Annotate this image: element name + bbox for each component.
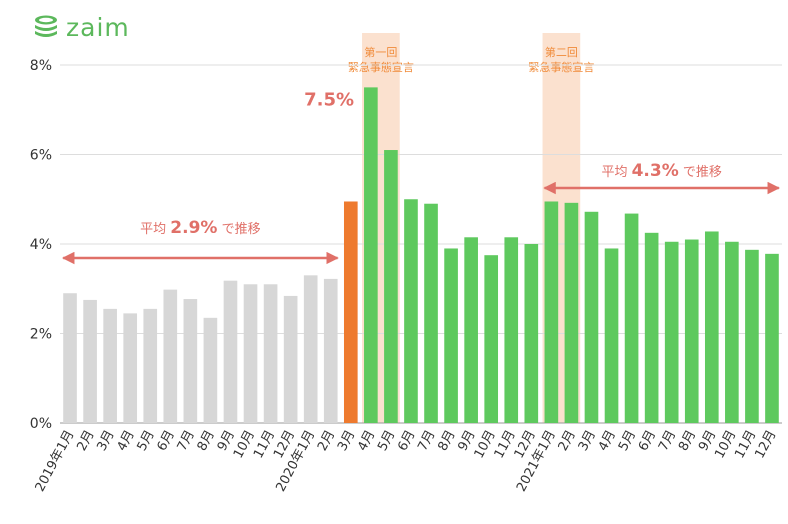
y-tick-label: 0%	[30, 416, 52, 432]
x-tick-label: 5月	[375, 428, 398, 454]
bar	[384, 150, 398, 423]
x-tick-label: 5月	[616, 428, 639, 454]
y-tick-label: 8%	[30, 58, 52, 74]
x-tick-label: 6月	[636, 428, 659, 454]
bar	[604, 248, 619, 423]
peak-value-label: 7.5%	[304, 89, 354, 110]
bar	[203, 317, 218, 423]
bar	[283, 295, 298, 423]
bar	[484, 255, 499, 423]
brand-name: zaim	[66, 12, 130, 42]
bar	[684, 239, 699, 423]
bar	[624, 213, 639, 423]
emergency-label-line2: 緊急事態宣言	[348, 60, 414, 74]
x-tick-label: 3月	[335, 428, 358, 454]
zaim-logo: zaim	[32, 10, 130, 44]
bar	[183, 299, 198, 423]
bar	[103, 308, 117, 423]
bar	[504, 237, 519, 423]
bar	[725, 241, 739, 423]
bar	[644, 232, 659, 423]
x-tick-label: 2月	[556, 428, 579, 454]
bar	[404, 199, 418, 423]
x-tick-label: 12月	[752, 428, 779, 461]
bar	[83, 299, 97, 423]
bar	[243, 284, 258, 423]
x-tick-label: 5月	[135, 428, 158, 454]
x-tick-label: 2019年1月	[33, 428, 78, 495]
x-tick-label: 2月	[315, 428, 338, 454]
x-tick-label: 3月	[576, 428, 599, 454]
x-tick-label: 3月	[94, 428, 117, 454]
bar	[143, 308, 158, 423]
emergency-label-line1: 第一回	[364, 45, 397, 59]
bar	[123, 313, 138, 423]
bar	[163, 289, 178, 423]
bar	[303, 275, 318, 423]
bar	[584, 211, 599, 423]
y-tick-label: 2%	[30, 327, 52, 343]
bar	[444, 248, 458, 423]
bar	[664, 241, 679, 423]
bar	[263, 284, 278, 423]
x-tick-label: 6月	[395, 428, 418, 454]
x-tick-label: 4月	[355, 428, 378, 454]
average-label-1: 平均 2.9% で推移	[140, 218, 260, 238]
x-tick-label: 6月	[155, 428, 178, 454]
emergency-label-line1: 第二回	[545, 45, 578, 59]
y-tick-label: 6%	[30, 148, 52, 164]
x-tick-label: 4月	[596, 428, 619, 454]
x-tick-label: 8月	[195, 428, 218, 454]
bar	[343, 201, 358, 423]
bar	[564, 202, 579, 423]
x-tick-label: 2月	[74, 428, 97, 454]
x-tick-label: 4月	[114, 428, 137, 454]
bar	[765, 253, 779, 423]
stacked-coins-icon	[35, 15, 57, 37]
x-tick-label: 7月	[656, 428, 679, 454]
average-label-2: 平均 4.3% で推移	[601, 161, 721, 181]
bar	[544, 201, 559, 423]
bar	[704, 231, 719, 423]
bar	[63, 293, 77, 423]
y-tick-label: 4%	[30, 237, 52, 253]
bar	[323, 278, 338, 423]
bar	[364, 87, 378, 423]
x-tick-label: 8月	[435, 428, 458, 454]
bar	[424, 203, 438, 423]
x-tick-label: 7月	[415, 428, 438, 454]
x-tick-label: 8月	[676, 428, 699, 454]
bar	[524, 244, 539, 423]
x-tick-label: 7月	[175, 428, 198, 454]
bar	[464, 237, 478, 423]
bar	[745, 249, 759, 423]
emergency-label-line2: 緊急事態宣言	[528, 60, 594, 74]
bar	[223, 280, 238, 423]
